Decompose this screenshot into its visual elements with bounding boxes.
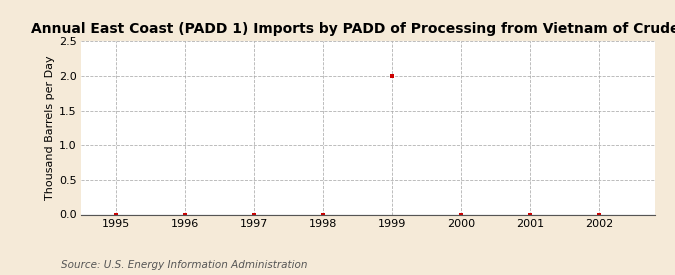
Text: Source: U.S. Energy Information Administration: Source: U.S. Energy Information Administ… (61, 260, 307, 270)
Y-axis label: Thousand Barrels per Day: Thousand Barrels per Day (45, 56, 55, 200)
Title: Annual East Coast (PADD 1) Imports by PADD of Processing from Vietnam of Crude O: Annual East Coast (PADD 1) Imports by PA… (30, 22, 675, 36)
